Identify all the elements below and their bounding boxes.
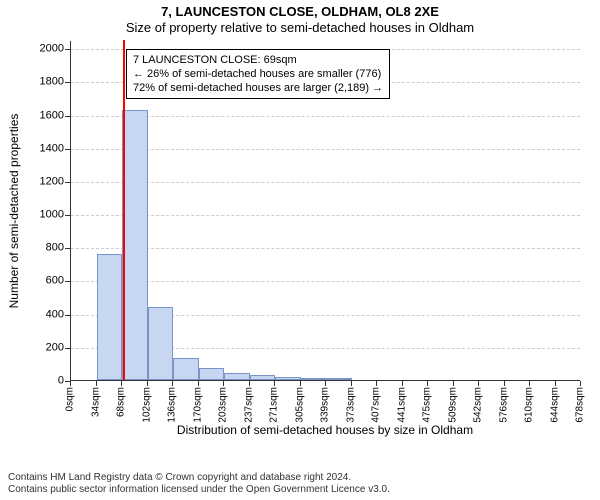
chart-title-sub: Size of property relative to semi-detach… xyxy=(0,20,600,35)
x-tick-label: 34sqm xyxy=(90,387,101,417)
x-tick xyxy=(121,381,122,386)
y-tick xyxy=(65,248,71,249)
histogram-bar xyxy=(275,377,301,380)
x-tick-label: 441sqm xyxy=(396,387,407,423)
histogram-bar xyxy=(301,378,327,380)
x-tick-label: 475sqm xyxy=(422,387,433,423)
x-tick xyxy=(580,381,581,386)
y-tick xyxy=(65,315,71,316)
histogram-bar xyxy=(122,110,148,380)
plot-region: 7 LAUNCESTON CLOSE: 69sqm← 26% of semi-d… xyxy=(70,41,580,381)
y-tick-label: 200 xyxy=(24,342,64,353)
x-tick xyxy=(427,381,428,386)
histogram-bar xyxy=(199,368,225,380)
x-tick xyxy=(325,381,326,386)
x-tick-label: 339sqm xyxy=(320,387,331,423)
y-tick-label: 400 xyxy=(24,309,64,320)
histogram-bar xyxy=(173,358,199,380)
y-tick xyxy=(65,348,71,349)
y-tick-label: 1400 xyxy=(24,143,64,154)
y-tick-label: 1200 xyxy=(24,176,64,187)
x-tick xyxy=(376,381,377,386)
y-tick-label: 1800 xyxy=(24,77,64,88)
annotation-line-1: 7 LAUNCESTON CLOSE: 69sqm xyxy=(133,53,383,67)
footer-attribution: Contains HM Land Registry data © Crown c… xyxy=(8,472,390,496)
x-tick xyxy=(198,381,199,386)
y-tick-label: 0 xyxy=(24,376,64,387)
annotation-line-3: 72% of semi-detached houses are larger (… xyxy=(133,81,383,95)
x-tick-label: 576sqm xyxy=(498,387,509,423)
x-tick xyxy=(453,381,454,386)
histogram-bar xyxy=(250,375,276,380)
x-tick xyxy=(351,381,352,386)
x-tick xyxy=(223,381,224,386)
y-axis-label: Number of semi-detached properties xyxy=(7,114,21,309)
y-tick xyxy=(65,149,71,150)
y-tick xyxy=(65,215,71,216)
y-tick xyxy=(65,182,71,183)
x-tick-label: 407sqm xyxy=(371,387,382,423)
x-tick-label: 305sqm xyxy=(294,387,305,423)
histogram-bar xyxy=(224,373,250,380)
x-tick-label: 373sqm xyxy=(345,387,356,423)
x-tick xyxy=(529,381,530,386)
x-tick-label: 610sqm xyxy=(524,387,535,423)
x-tick xyxy=(402,381,403,386)
histogram-bar xyxy=(326,378,352,380)
x-tick-label: 170sqm xyxy=(192,387,203,423)
x-tick xyxy=(70,381,71,386)
x-tick-label: 509sqm xyxy=(447,387,458,423)
x-axis-label: Distribution of semi-detached houses by … xyxy=(70,423,580,437)
chart-area: Number of semi-detached properties 7 LAU… xyxy=(70,41,580,423)
x-tick xyxy=(478,381,479,386)
x-tick-label: 237sqm xyxy=(243,387,254,423)
y-tick xyxy=(65,82,71,83)
y-tick-label: 1600 xyxy=(24,110,64,121)
y-tick xyxy=(65,49,71,50)
x-tick-label: 203sqm xyxy=(218,387,229,423)
histogram-bar xyxy=(97,254,123,380)
y-tick-label: 2000 xyxy=(24,44,64,55)
annotation-line-2: ← 26% of semi-detached houses are smalle… xyxy=(133,67,383,81)
footer-line-1: Contains HM Land Registry data © Crown c… xyxy=(8,472,390,484)
x-tick-label: 68sqm xyxy=(116,387,127,417)
highlight-line xyxy=(123,40,125,380)
x-tick-label: 136sqm xyxy=(167,387,178,423)
x-tick-label: 644sqm xyxy=(549,387,560,423)
y-tick-label: 1000 xyxy=(24,210,64,221)
x-tick xyxy=(300,381,301,386)
x-tick-label: 542sqm xyxy=(473,387,484,423)
x-tick-label: 102sqm xyxy=(141,387,152,423)
y-tick-label: 600 xyxy=(24,276,64,287)
x-tick-label: 271sqm xyxy=(269,387,280,423)
x-tick-label: 0sqm xyxy=(65,387,76,411)
annotation-box: 7 LAUNCESTON CLOSE: 69sqm← 26% of semi-d… xyxy=(126,49,390,99)
chart-title-main: 7, LAUNCESTON CLOSE, OLDHAM, OL8 2XE xyxy=(0,4,600,19)
x-tick-label: 678sqm xyxy=(575,387,586,423)
x-tick xyxy=(147,381,148,386)
footer-line-2: Contains public sector information licen… xyxy=(8,484,390,496)
x-tick xyxy=(172,381,173,386)
y-tick xyxy=(65,116,71,117)
x-tick xyxy=(96,381,97,386)
histogram-bar xyxy=(148,307,174,380)
x-tick xyxy=(249,381,250,386)
x-tick xyxy=(504,381,505,386)
y-tick xyxy=(65,281,71,282)
x-tick xyxy=(555,381,556,386)
x-tick xyxy=(274,381,275,386)
y-tick-label: 800 xyxy=(24,243,64,254)
